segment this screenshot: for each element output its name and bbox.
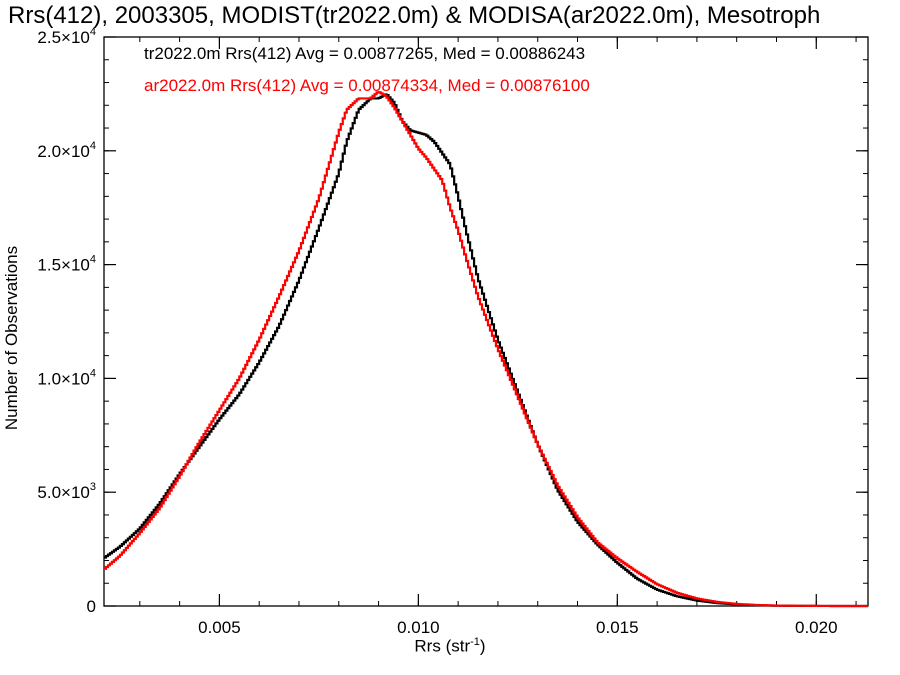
- x-axis-label-close: ): [479, 636, 486, 656]
- series-layer: [104, 91, 868, 608]
- legend-entry-tr2022: tr2022.0m Rrs(412) Avg = 0.00877265, Med…: [144, 44, 586, 63]
- plot-frame: [103, 36, 869, 607]
- y-tick-label: 1.0×104: [37, 367, 96, 388]
- x-axis-label: Rrs (str-1): [0, 636, 900, 657]
- legend-entry-ar2022: ar2022.0m Rrs(412) Avg = 0.00874334, Med…: [144, 76, 590, 95]
- x-axis-label-text: Rrs (str: [414, 636, 471, 656]
- axis-ticks: [104, 36, 868, 607]
- y-axis-label: Number of Observations: [2, 245, 21, 431]
- y-tick-label: 2.5×104: [37, 26, 96, 47]
- x-tick-label: 0.005: [198, 618, 241, 637]
- y-tick-label: 1.5×104: [37, 254, 96, 275]
- x-tick-label: 0.010: [397, 618, 440, 637]
- y-tick-label: 5.0×103: [37, 481, 96, 502]
- chart-title: Rrs(412), 2003305, MODIST(tr2022.0m) & M…: [8, 2, 821, 29]
- x-tick-label: 0.020: [795, 618, 838, 637]
- series-line-ar2022: [104, 91, 868, 608]
- y-tick-label: 0: [87, 597, 96, 616]
- x-axis-label-exponent: -1: [470, 636, 480, 648]
- series-line-tr2022: [104, 93, 868, 608]
- x-tick-label: 0.015: [596, 618, 639, 637]
- tick-labels: 0.005 0.010 0.015 0.020 0 5.0×103 1.0×104 1.5×1…: [37, 26, 837, 637]
- y-tick-label: 2.0×104: [37, 140, 96, 161]
